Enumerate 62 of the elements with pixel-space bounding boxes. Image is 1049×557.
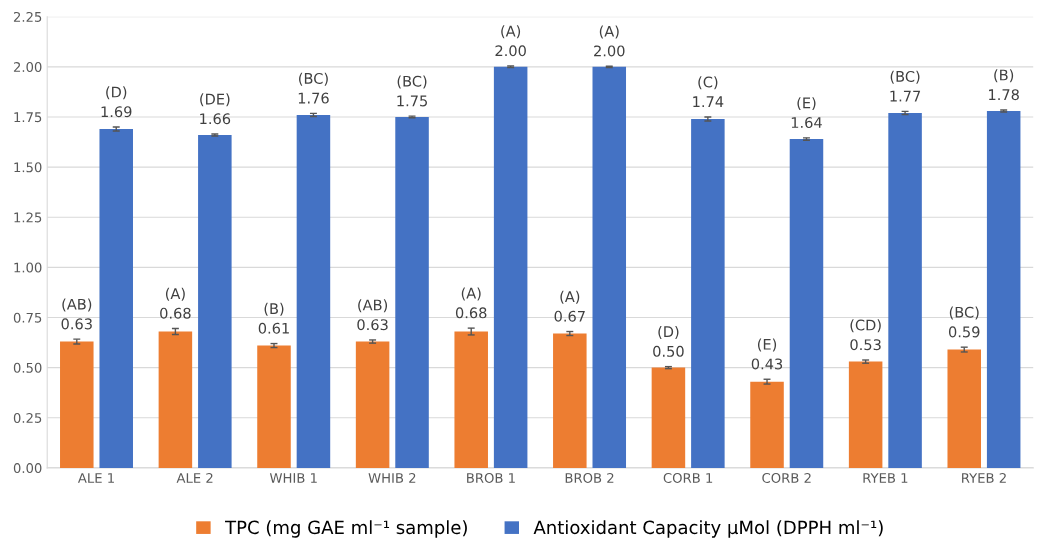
x-tick-label: BROB 2 — [565, 472, 614, 483]
x-tick-label: CORB 2 — [762, 472, 811, 483]
bar — [947, 349, 981, 468]
legend-label: TPC (mg GAE ml⁻¹ sample) — [225, 520, 467, 538]
x-tick-label: WHIB 2 — [368, 472, 416, 483]
bar — [553, 333, 587, 468]
y-tick-label: 1.50 — [14, 162, 42, 173]
bar — [296, 114, 331, 468]
y-tick-label: 0.00 — [13, 463, 42, 474]
bar — [60, 341, 94, 468]
bar — [99, 129, 133, 468]
data-label: (AB) 0.63 — [357, 299, 388, 331]
data-label: (A) 0.67 — [554, 290, 585, 322]
x-tick-label: RYEB 2 — [962, 472, 1006, 483]
data-label: (DE) 1.66 — [200, 93, 231, 125]
bar — [986, 110, 1021, 468]
bar — [691, 118, 725, 468]
bar — [592, 66, 627, 468]
data-label: (A) 0.68 — [455, 287, 487, 319]
x-tick-label: RYEB 1 — [863, 473, 908, 483]
data-label: (E) 0.43 — [751, 338, 783, 370]
bar — [750, 381, 784, 468]
bar — [158, 331, 193, 468]
data-label: (D) 0.50 — [653, 325, 684, 357]
y-tick-label: 0.75 — [13, 312, 42, 323]
x-tick-label: CORB 1 — [663, 472, 713, 483]
bar — [789, 139, 824, 468]
y-tick-label: 2.00 — [13, 62, 42, 73]
data-label: (D) 1.69 — [101, 86, 132, 118]
x-tick-label: BROB 1 — [467, 472, 515, 483]
data-label: (B) 1.78 — [989, 69, 1019, 101]
data-label: (CD) 0.53 — [850, 319, 881, 351]
data-label: (E) 1.64 — [791, 97, 822, 129]
y-tick-label: 1.25 — [14, 212, 42, 223]
x-tick-label: ALE 1 — [77, 473, 114, 483]
data-label: (BC) 1.77 — [890, 70, 921, 102]
legend-label: Antioxidant Capacity µMol (DPPH ml⁻¹) — [533, 520, 883, 538]
x-tick-label: WHIB 1 — [269, 473, 317, 483]
data-label: (BC) 1.75 — [397, 75, 428, 107]
data-label: (C) 1.74 — [693, 76, 724, 107]
bar — [651, 367, 686, 468]
bar — [355, 341, 390, 468]
x-tick-label: ALE 2 — [176, 472, 213, 483]
data-label: (A) 2.00 — [495, 25, 526, 57]
bar — [257, 345, 291, 468]
y-tick-label: 1.00 — [14, 262, 42, 273]
data-label: (A) 2.00 — [594, 25, 625, 57]
data-label: (B) 0.61 — [258, 302, 289, 334]
bar — [395, 116, 429, 468]
bar — [848, 361, 883, 468]
data-label: (BC) 1.76 — [298, 72, 329, 104]
bar — [493, 66, 528, 468]
y-tick-label: 2.25 — [13, 11, 42, 22]
bar — [198, 135, 232, 468]
data-label: (BC) 0.59 — [948, 306, 980, 338]
bar — [454, 331, 488, 468]
y-tick-label: 0.50 — [13, 362, 42, 373]
data-label: (A) 0.68 — [160, 287, 191, 319]
y-tick-label: 1.75 — [14, 112, 42, 123]
y-tick-label: 0.25 — [13, 412, 42, 423]
data-label: (AB) 0.63 — [61, 298, 92, 330]
bar — [888, 112, 922, 468]
